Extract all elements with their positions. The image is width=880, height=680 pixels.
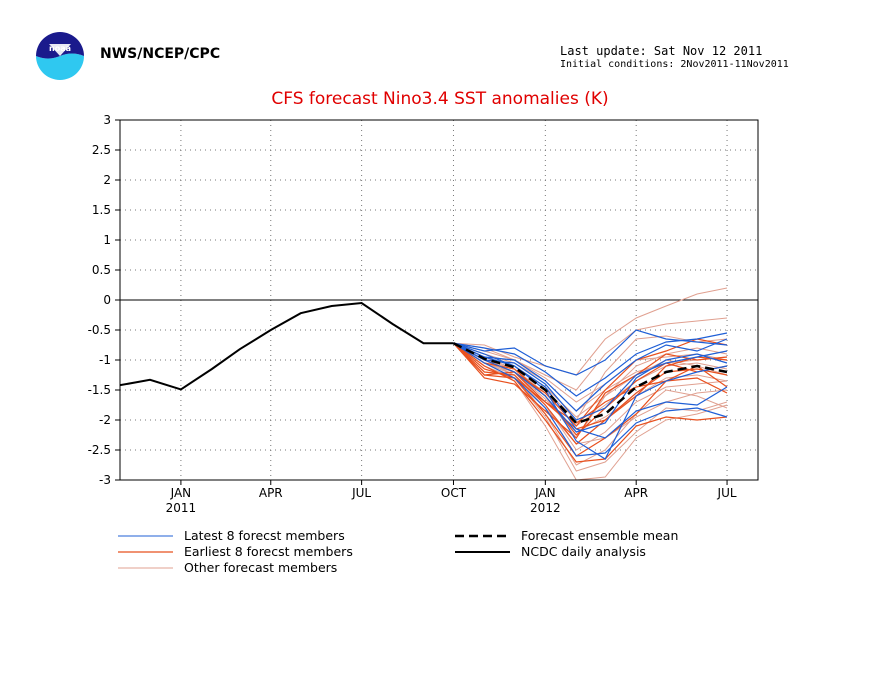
legend-label-earliest: Earliest 8 forecst members — [184, 544, 353, 559]
x-tick-label: OCT — [441, 486, 467, 500]
x-tick-label: APR — [259, 486, 283, 500]
latest-member-line — [453, 342, 728, 433]
other-member-line — [453, 342, 728, 466]
svg-text:noaa: noaa — [49, 44, 71, 53]
latest-member-line — [453, 332, 728, 397]
y-tick-label: -2.5 — [88, 443, 111, 457]
initial-conditions-text: Initial conditions: 2Nov2011-11Nov2011 — [560, 59, 789, 70]
y-tick-label: 0 — [103, 293, 111, 307]
x-year-label: 2012 — [530, 501, 561, 515]
ensemble-mean-line — [452, 342, 728, 425]
other-member-line — [453, 342, 728, 445]
x-tick-label: JAN — [170, 486, 192, 500]
y-tick-label: 2.5 — [92, 143, 111, 157]
y-tick-label: 0.5 — [92, 263, 111, 277]
legend-label-observed: NCDC daily analysis — [521, 544, 646, 559]
earliest-member-line — [453, 342, 728, 430]
series-group — [120, 287, 728, 480]
y-tick-label: -0.5 — [88, 323, 111, 337]
y-tick-label: 1.5 — [92, 203, 111, 217]
x-tick-label: JAN — [534, 486, 556, 500]
earliest-member-line — [453, 342, 728, 463]
other-member-line — [453, 342, 728, 439]
latest-member-line — [453, 342, 728, 460]
y-tick-label: 3 — [103, 113, 111, 127]
latest-member-line — [453, 342, 728, 439]
x-tick-label: JUL — [351, 486, 371, 500]
legend-label-mean: Forecast ensemble mean — [521, 528, 678, 543]
latest-member-line — [453, 342, 728, 457]
x-year-label: 2011 — [166, 501, 197, 515]
last-update-text: Last update: Sat Nov 12 2011 — [560, 44, 763, 58]
legend-label-other: Other forecast members — [184, 560, 337, 575]
latest-member-line — [453, 338, 728, 412]
chart-title: CFS forecast Nino3.4 SST anomalies (K) — [271, 89, 609, 109]
y-tick-label: -3 — [99, 473, 111, 487]
observed-line — [120, 301, 454, 391]
noaa-logo: noaa — [36, 32, 84, 80]
x-tick-label: JUL — [717, 486, 737, 500]
legend-label-latest: Latest 8 forecst members — [184, 528, 345, 543]
plot-frame — [119, 119, 759, 481]
organization-label: NWS/NCEP/CPC — [100, 46, 221, 62]
y-tick-label: -1 — [99, 353, 111, 367]
y-tick-label: 2 — [103, 173, 111, 187]
x-tick-label: APR — [624, 486, 648, 500]
other-member-line — [453, 342, 728, 403]
y-tick-label: -1.5 — [88, 383, 111, 397]
other-member-line — [453, 317, 728, 391]
y-tick-label: -2 — [99, 413, 111, 427]
y-tick-label: 1 — [103, 233, 111, 247]
